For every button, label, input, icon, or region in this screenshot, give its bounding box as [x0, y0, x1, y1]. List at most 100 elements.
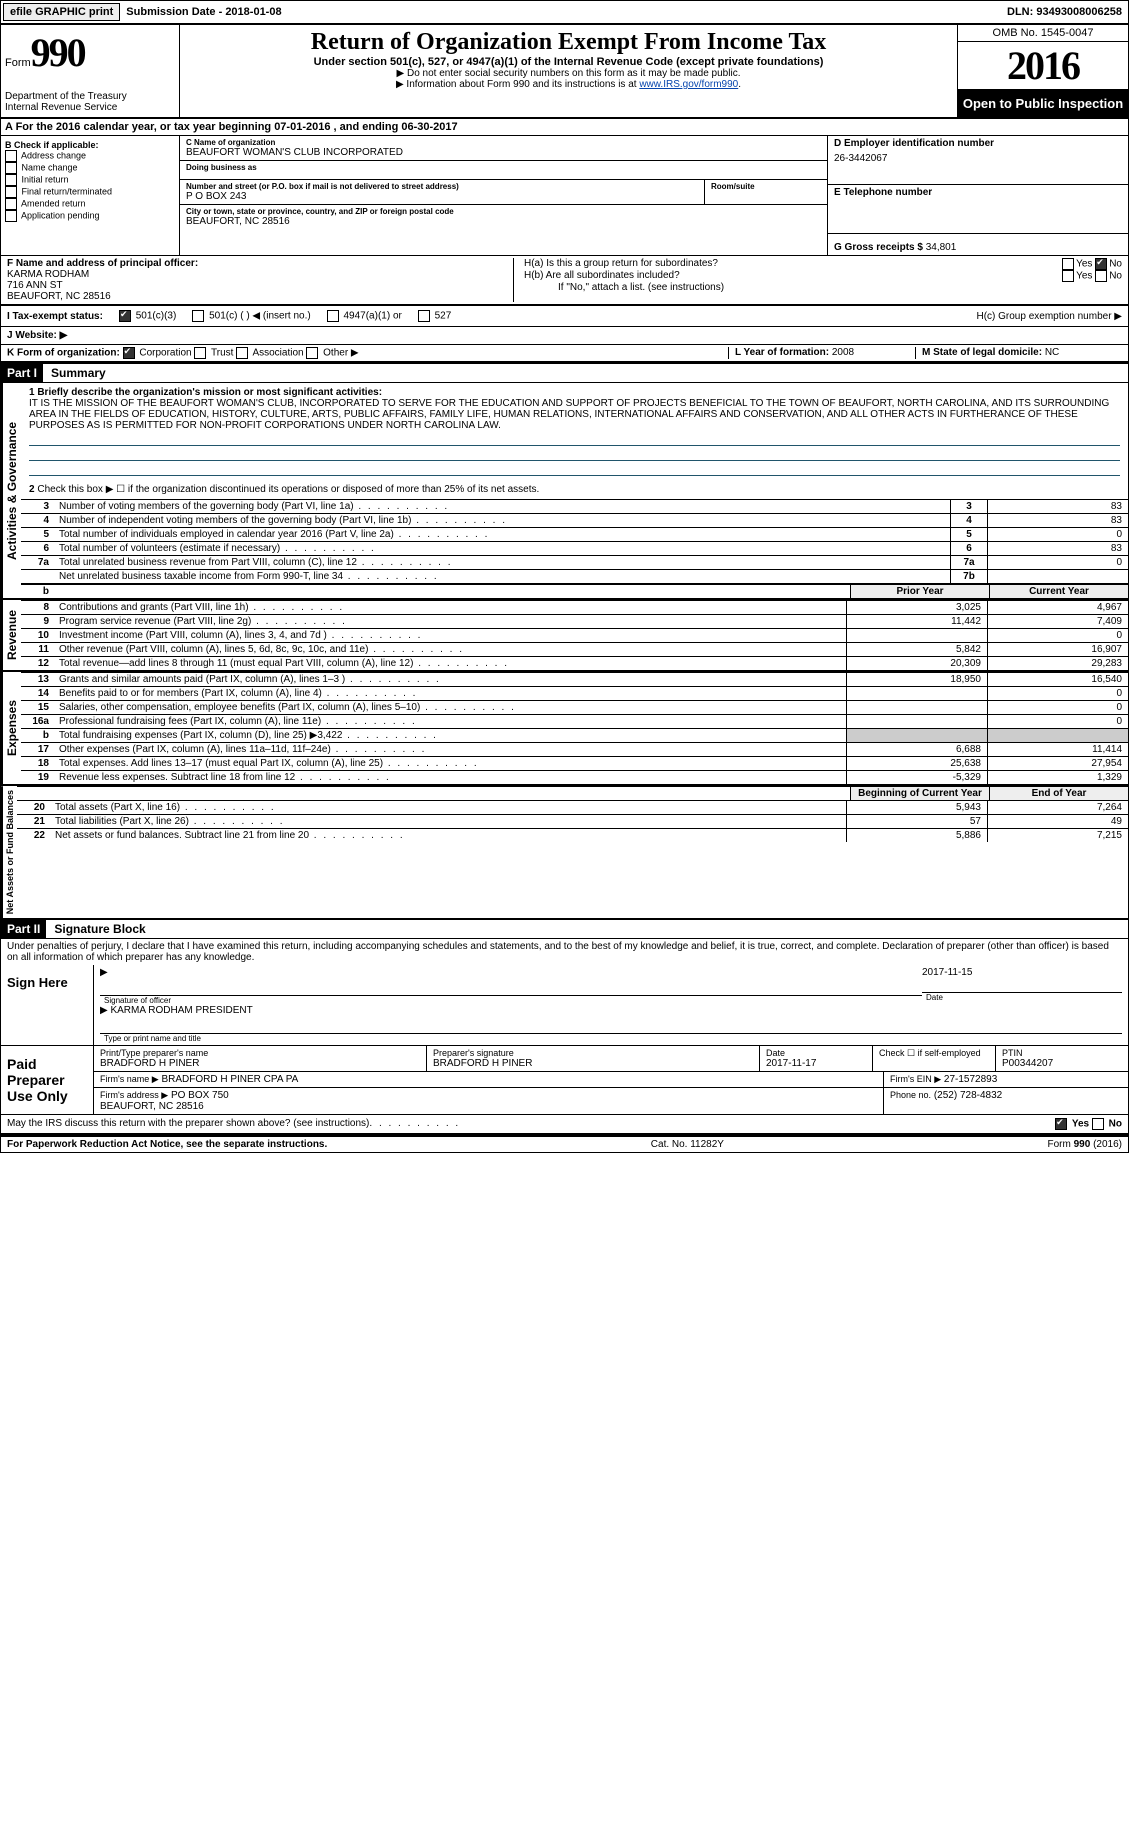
no-label-2: No — [1109, 271, 1122, 282]
discuss-no: No — [1109, 1119, 1122, 1130]
discuss-yes: Yes — [1072, 1119, 1089, 1130]
boy-header: Beginning of Current Year — [851, 787, 990, 801]
officer-addr2: BEAUFORT, NC 28516 — [7, 291, 507, 302]
self-employed: Check ☐ if self-employed — [872, 1046, 995, 1071]
part-i-tag: Part I — [1, 364, 43, 382]
501c-label: 501(c) ( ) ◀ (insert no.) — [209, 311, 311, 322]
527-label: 527 — [435, 311, 452, 322]
line1-label: 1 Briefly describe the organization's mi… — [29, 387, 1120, 398]
501c3-checkbox[interactable] — [119, 310, 131, 322]
other-checkbox[interactable] — [306, 347, 318, 359]
hb-label: H(b) Are all subordinates included? — [524, 270, 680, 282]
ein-label: D Employer identification number — [834, 138, 1122, 149]
cat-number: Cat. No. 11282Y — [651, 1139, 724, 1150]
part-ii-tag: Part II — [1, 920, 46, 938]
submission-date: Submission Date - 2018-01-08 — [126, 6, 281, 18]
501c-checkbox[interactable] — [192, 310, 204, 322]
ha-label: H(a) Is this a group return for subordin… — [524, 258, 718, 270]
tax-year: 2016 — [958, 42, 1128, 90]
b-option-checkbox[interactable] — [5, 186, 17, 198]
assoc-checkbox[interactable] — [236, 347, 248, 359]
form-org-label: K Form of organization: — [7, 348, 120, 359]
open-inspection: Open to Public Inspection — [958, 90, 1128, 117]
current-year-header: Current Year — [990, 584, 1129, 598]
gross-receipts-value: 34,801 — [926, 242, 957, 253]
gross-receipts-label: G Gross receipts $ — [834, 242, 923, 253]
b-option-checkbox[interactable] — [5, 198, 17, 210]
eoy-header: End of Year — [990, 787, 1129, 801]
officer-name: KARMA RODHAM — [7, 269, 507, 280]
discuss-question: May the IRS discuss this return with the… — [7, 1118, 369, 1130]
line2-text: Check this box ▶ ☐ if the organization d… — [37, 484, 539, 495]
hb-yes-checkbox[interactable] — [1062, 270, 1074, 282]
b-option-checkbox[interactable] — [5, 162, 17, 174]
sidebar-governance: Activities & Governance — [1, 383, 21, 598]
efile-print-button[interactable]: efile GRAPHIC print — [3, 3, 120, 21]
form-label: Form — [5, 57, 31, 69]
prep-name-label: Print/Type preparer's name — [100, 1048, 420, 1058]
sig-date: 2017-11-15 — [922, 967, 1122, 978]
corp-checkbox[interactable] — [123, 347, 135, 359]
paid-preparer-label: Paid Preparer Use Only — [1, 1046, 93, 1114]
ha-no-checkbox[interactable] — [1095, 258, 1107, 270]
mission-text: IT IS THE MISSION OF THE BEAUFORT WOMAN'… — [29, 398, 1120, 431]
state-domicile-label: M State of legal domicile: — [922, 347, 1042, 358]
year-formation-value: 2008 — [832, 347, 854, 358]
discuss-yes-checkbox[interactable] — [1055, 1118, 1067, 1130]
yes-label-2: Yes — [1076, 271, 1092, 282]
sidebar-expenses: Expenses — [1, 672, 21, 784]
trust-label: Trust — [211, 348, 233, 359]
corp-label: Corporation — [139, 348, 191, 359]
hb-no-checkbox[interactable] — [1095, 270, 1107, 282]
officer-label: F Name and address of principal officer: — [7, 258, 507, 269]
street-address: P O BOX 243 — [186, 191, 698, 202]
c-name-label: C Name of organization — [186, 138, 821, 147]
prep-date: 2017-11-17 — [766, 1058, 866, 1069]
ha-yes-checkbox[interactable] — [1062, 258, 1074, 270]
form-number: 990 — [31, 29, 85, 76]
dln: DLN: 93493008006258 — [1007, 6, 1128, 18]
phone-label: E Telephone number — [834, 187, 1122, 198]
city-label: City or town, state or province, country… — [186, 207, 821, 216]
sig-date-label: Date — [922, 992, 1122, 1002]
b-option-checkbox[interactable] — [5, 210, 17, 222]
tax-exempt-label: I Tax-exempt status: — [7, 311, 103, 322]
tax-period: A For the 2016 calendar year, or tax yea… — [1, 119, 1128, 136]
dba-label: Doing business as — [186, 163, 821, 172]
department: Department of the Treasury Internal Reve… — [5, 91, 175, 113]
ptin-label: PTIN — [1002, 1048, 1122, 1058]
discuss-no-checkbox[interactable] — [1092, 1118, 1104, 1130]
section-b-label: B Check if applicable: — [5, 140, 175, 150]
org-name: BEAUFORT WOMAN'S CLUB INCORPORATED — [186, 147, 821, 158]
b-option-checkbox[interactable] — [5, 174, 17, 186]
sig-officer-label: Signature of officer — [100, 995, 922, 1005]
firm-ein-label: Firm's EIN ▶ — [890, 1074, 941, 1084]
irs-link[interactable]: www.IRS.gov/form990 — [639, 79, 738, 90]
firm-name: BRADFORD H PINER CPA PA — [161, 1074, 298, 1085]
omb-number: OMB No. 1545-0047 — [958, 25, 1128, 42]
website-label: J Website: ▶ — [1, 326, 1128, 344]
sidebar-netassets: Net Assets or Fund Balances — [1, 786, 17, 918]
form-title: Return of Organization Exempt From Incom… — [190, 29, 947, 56]
addr-label: Number and street (or P.O. box if mail i… — [186, 182, 698, 191]
officer-addr1: 716 ANN ST — [7, 280, 507, 291]
part-ii-title: Signature Block — [46, 922, 145, 936]
firm-ein: 27-1572893 — [944, 1074, 997, 1085]
yes-label: Yes — [1076, 259, 1092, 270]
prep-sig: BRADFORD H PINER — [433, 1058, 753, 1069]
501c3-label: 501(c)(3) — [136, 311, 177, 322]
hb-note: If "No," attach a list. (see instruction… — [524, 282, 1122, 293]
527-checkbox[interactable] — [418, 310, 430, 322]
prep-name: BRADFORD H PINER — [100, 1058, 420, 1069]
note-info: ▶ Information about Form 990 and its ins… — [396, 79, 639, 90]
part-i-title: Summary — [43, 366, 106, 380]
sign-here-label: Sign Here — [1, 965, 93, 1045]
sidebar-revenue: Revenue — [1, 600, 21, 670]
no-label: No — [1109, 259, 1122, 270]
4947-checkbox[interactable] — [327, 310, 339, 322]
firm-name-label: Firm's name ▶ — [100, 1074, 159, 1084]
b-option-checkbox[interactable] — [5, 150, 17, 162]
trust-checkbox[interactable] — [194, 347, 206, 359]
note-ssn: ▶ Do not enter social security numbers o… — [190, 68, 947, 79]
assoc-label: Association — [252, 348, 303, 359]
